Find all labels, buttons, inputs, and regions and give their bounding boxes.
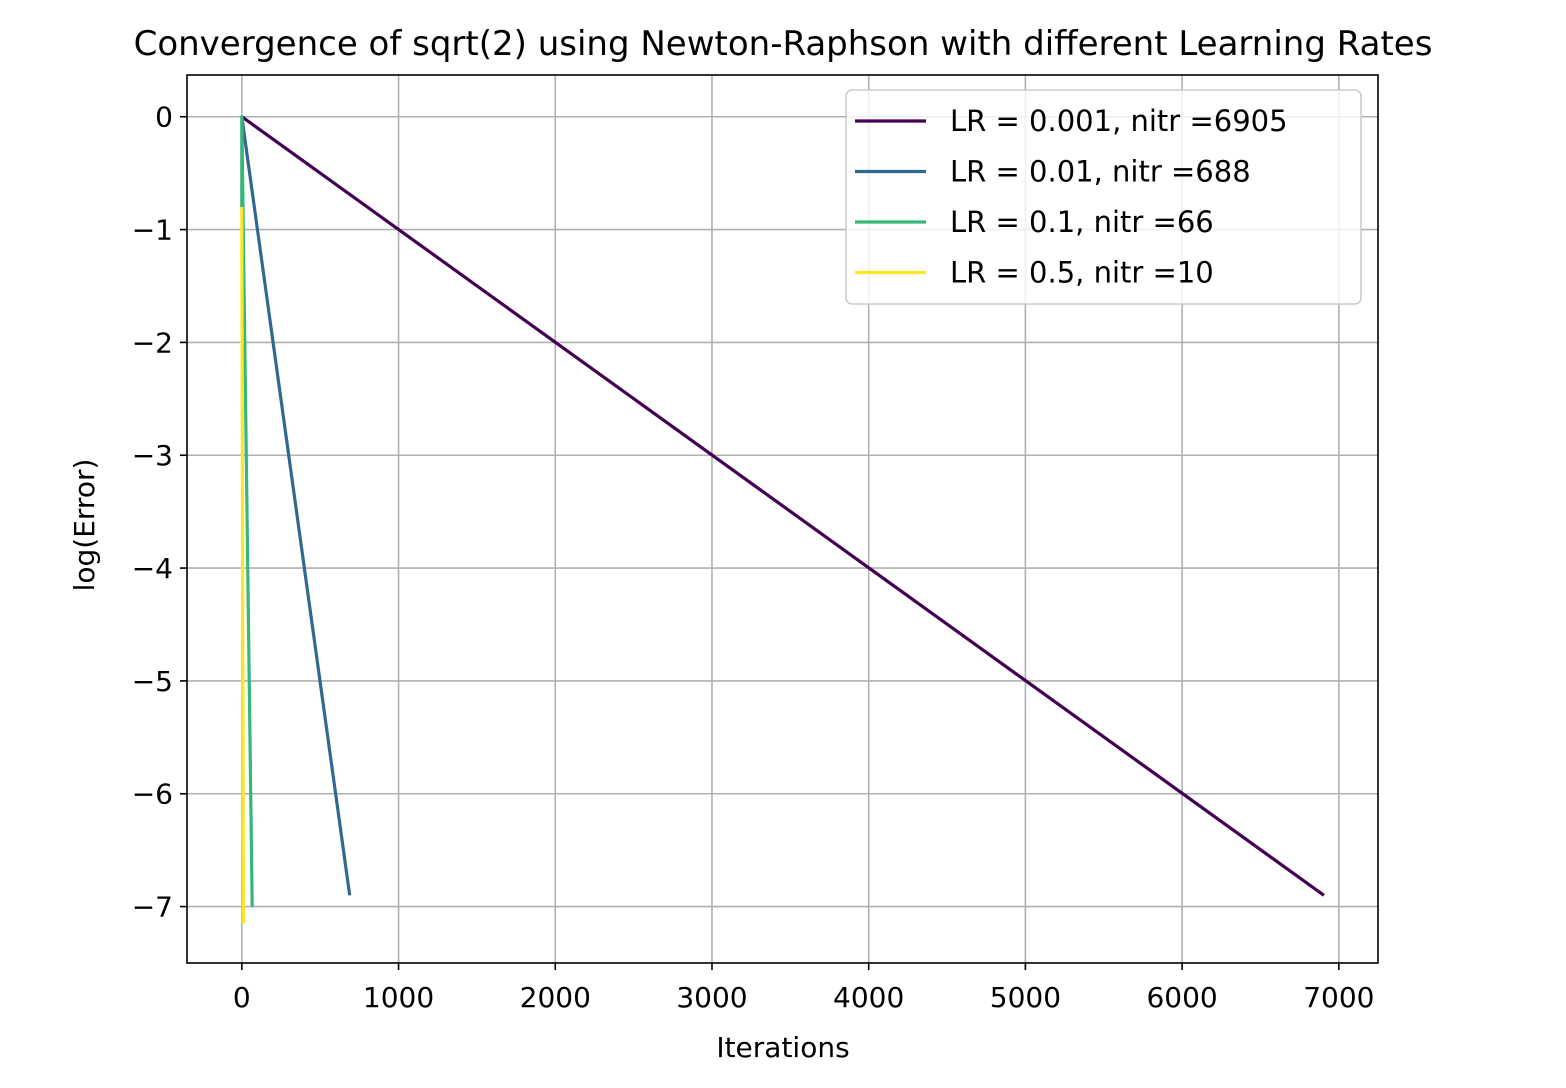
x-tick-label: 6000 xyxy=(1146,981,1217,1014)
y-tick-label: −7 xyxy=(132,891,173,924)
legend-label: LR = 0.001, nitr =6905 xyxy=(950,104,1288,138)
y-tick-label: 0 xyxy=(155,101,173,134)
x-tick-label: 1000 xyxy=(363,981,434,1014)
series-line-1 xyxy=(240,116,352,896)
series-line-2 xyxy=(240,115,254,907)
y-tick-label: −1 xyxy=(132,214,173,247)
y-tick-label: −4 xyxy=(132,552,173,585)
x-axis-label: Iterations xyxy=(716,1031,849,1064)
legend-box xyxy=(845,89,1362,305)
legend-label: LR = 0.1, nitr =66 xyxy=(950,205,1214,239)
axes-frame xyxy=(186,74,1379,964)
legend-label: LR = 0.5, nitr =10 xyxy=(950,256,1214,290)
x-tick-label: 7000 xyxy=(1303,981,1374,1014)
y-tick-label: −5 xyxy=(132,665,173,698)
chart-title: Convergence of sqrt(2) using Newton-Raph… xyxy=(134,24,1433,64)
y-tick-label: −6 xyxy=(132,778,173,811)
series-line-3 xyxy=(240,206,245,924)
x-tick-label: 3000 xyxy=(676,981,747,1014)
x-tick-label: 5000 xyxy=(990,981,1061,1014)
axis-ticks: 0 1000 2000 3000 4000 5000 6000 7000 0 −1 −2 −3 −4 −5… xyxy=(132,101,1375,1014)
series-line-0 xyxy=(240,115,1325,897)
x-tick-label: 2000 xyxy=(520,981,591,1014)
legend: LR = 0.001, nitr =6905 LR = 0.01, nitr =6… xyxy=(845,89,1362,305)
x-tick-label: 4000 xyxy=(833,981,904,1014)
y-axis-label: log(Error) xyxy=(68,459,101,592)
series-lines xyxy=(240,115,1325,924)
x-tick-label: 0 xyxy=(233,981,251,1014)
legend-label: LR = 0.01, nitr =688 xyxy=(950,155,1251,189)
y-tick-label: −3 xyxy=(132,439,173,472)
y-tick-label: −2 xyxy=(132,326,173,359)
